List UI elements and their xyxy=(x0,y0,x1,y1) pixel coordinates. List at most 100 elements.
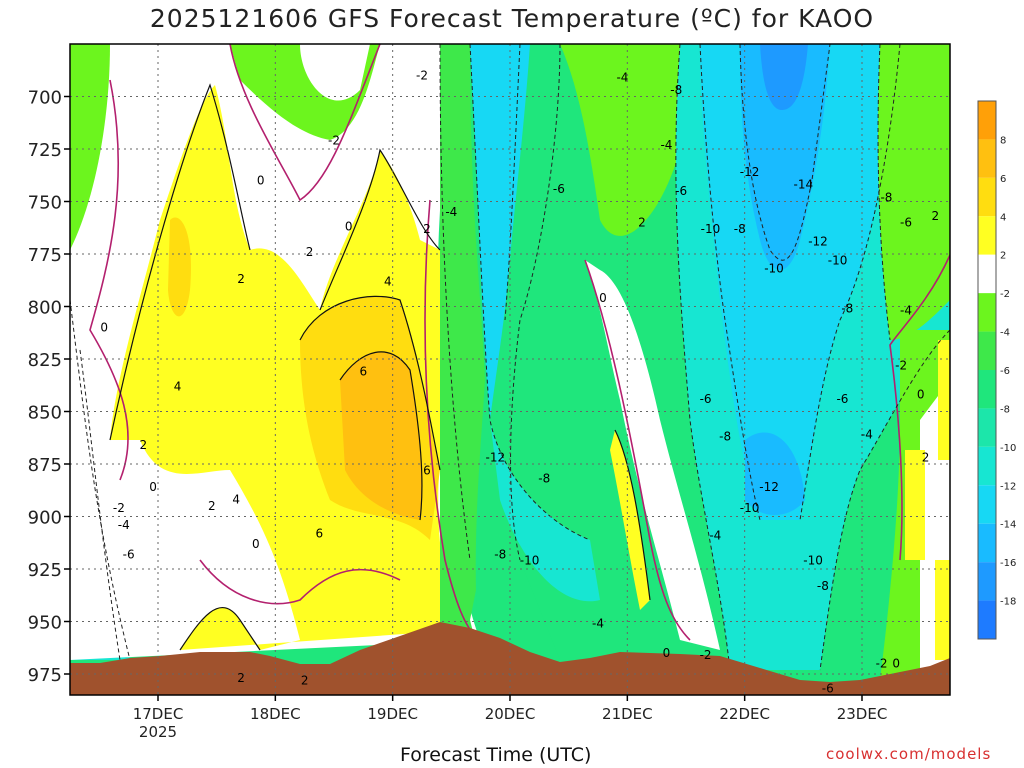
contour-label: -8 xyxy=(880,190,892,204)
colorbar-label: -12 xyxy=(1000,481,1016,492)
contour-label: -2 xyxy=(895,358,907,372)
contour-label: 2 xyxy=(423,222,431,236)
source-credit: coolwx.com/models xyxy=(826,745,992,763)
contour-label: 2 xyxy=(140,438,148,452)
x-tick-sublabel: 2025 xyxy=(139,723,177,741)
contour-label: -8 xyxy=(734,222,746,236)
contour-label: -2 xyxy=(416,69,428,83)
contour-label: -4 xyxy=(709,528,721,542)
contour-label: -6 xyxy=(836,392,848,406)
contour-label: -4 xyxy=(592,617,604,631)
contour-label: -10 xyxy=(828,253,848,267)
colorbar-label: -4 xyxy=(1000,328,1010,339)
contour-label: 0 xyxy=(252,537,260,551)
x-tick-label: 21DEC xyxy=(602,705,653,723)
contour-label: -8 xyxy=(538,472,550,486)
x-tick-label: 18DEC xyxy=(250,705,301,723)
contour-label: -4 xyxy=(861,428,873,442)
colorbar-label: -2 xyxy=(1000,289,1010,300)
contour-label: 4 xyxy=(232,493,240,507)
colorbar-swatch xyxy=(978,408,996,447)
contour-label: -8 xyxy=(670,83,682,97)
y-axis: 700 725 750 775 800 825 850 875 900 925 950 975 xyxy=(28,88,70,686)
contour-label: 6 xyxy=(360,365,368,379)
colorbar: 8 6 4 2 -2 -4 -6 -8 -10 -12 -14 -16 -18 xyxy=(977,100,1016,640)
contour-label: -8 xyxy=(817,579,829,593)
x-tick-label: 19DEC xyxy=(367,705,418,723)
contour-label: -6 xyxy=(822,682,834,696)
colorbar-frame xyxy=(977,100,997,640)
colorbar-label: -14 xyxy=(1000,520,1016,531)
contour-label: -2 xyxy=(876,657,888,671)
terrain-surface xyxy=(70,622,950,695)
y-tick-label: 800 xyxy=(28,298,62,319)
contour-label: -4 xyxy=(616,71,628,85)
colorbar-swatch xyxy=(978,139,996,178)
contour-label: 2 xyxy=(301,673,309,687)
colorbar-swatch xyxy=(978,177,996,217)
contour-label: -12 xyxy=(759,480,779,494)
x-axis-label: Forecast Time (UTC) xyxy=(400,744,592,766)
y-tick-label: 925 xyxy=(28,560,62,581)
contour-label: 0 xyxy=(149,480,157,494)
contour-label: -2 xyxy=(328,134,340,148)
contour-label: 2 xyxy=(638,216,646,230)
contour-label: 2 xyxy=(237,272,245,286)
contour-label: -6 xyxy=(553,182,565,196)
grid-lines xyxy=(70,44,950,695)
colorbar-label: 4 xyxy=(1000,212,1006,223)
colorbar-swatch xyxy=(978,331,996,370)
x-tick-label: 23DEC xyxy=(837,705,888,723)
colorbar-swatch xyxy=(978,216,996,255)
contour-label: 2 xyxy=(208,499,216,513)
contour-label: 0 xyxy=(663,646,671,660)
colorbar-label: -6 xyxy=(1000,366,1010,377)
contour-label: -12 xyxy=(486,451,506,465)
contour-labels: -2 -4 -8 -2 -4 -12 -14 0 -6 -6 -8 -4 2 -6 2 0 2 -10 -8 -12 2… xyxy=(100,69,939,696)
contour-label: 0 xyxy=(345,220,353,234)
contour-label: 4 xyxy=(384,274,392,288)
contour-label: -6 xyxy=(900,216,912,230)
colorbar-swatch xyxy=(978,293,996,332)
contour-label: -2 xyxy=(113,501,125,515)
contour-label: -8 xyxy=(841,302,853,316)
contour-label: 0 xyxy=(599,291,607,305)
contour-label: -4 xyxy=(445,205,457,219)
contour-label: 2 xyxy=(306,245,314,259)
colorbar-swatch xyxy=(978,600,996,639)
contour-label: -4 xyxy=(118,518,130,532)
contour-label: 2 xyxy=(922,451,930,465)
colorbar-label: 8 xyxy=(1000,135,1006,146)
colorbar-label: 6 xyxy=(1000,174,1006,185)
contour-label: -2 xyxy=(700,648,712,662)
contour-label: -8 xyxy=(494,547,506,561)
contour-label: -10 xyxy=(803,554,823,568)
y-tick-label: 750 xyxy=(28,193,62,214)
contour-label: 2 xyxy=(932,209,940,223)
contour-label: -10 xyxy=(701,222,721,236)
x-tick-label: 20DEC xyxy=(485,705,536,723)
contour-label: -6 xyxy=(123,547,135,561)
contour-label: -14 xyxy=(794,178,814,192)
contour-label: -10 xyxy=(740,501,760,515)
y-tick-label: 950 xyxy=(28,613,62,634)
contour-label: 0 xyxy=(892,657,900,671)
colorbar-swatch xyxy=(978,254,996,294)
contour-label: 4 xyxy=(174,379,182,393)
colorbar-label: -18 xyxy=(1000,597,1016,608)
y-tick-label: 825 xyxy=(28,350,62,371)
contour-label: -6 xyxy=(675,184,687,198)
contour-label: 0 xyxy=(100,321,108,335)
contour-label: -4 xyxy=(900,304,912,318)
contour-label: -12 xyxy=(808,234,828,248)
colorbar-label: -16 xyxy=(1000,558,1016,569)
colorbar-swatch xyxy=(978,485,996,524)
colorbar-swatch xyxy=(978,446,996,486)
contour-lines xyxy=(70,44,950,671)
chart-title: 2025121606 GFS Forecast Temperature (ºC)… xyxy=(149,4,875,33)
contour-label: -6 xyxy=(700,392,712,406)
y-tick-label: 775 xyxy=(28,245,62,266)
contour-label: -10 xyxy=(520,554,540,568)
